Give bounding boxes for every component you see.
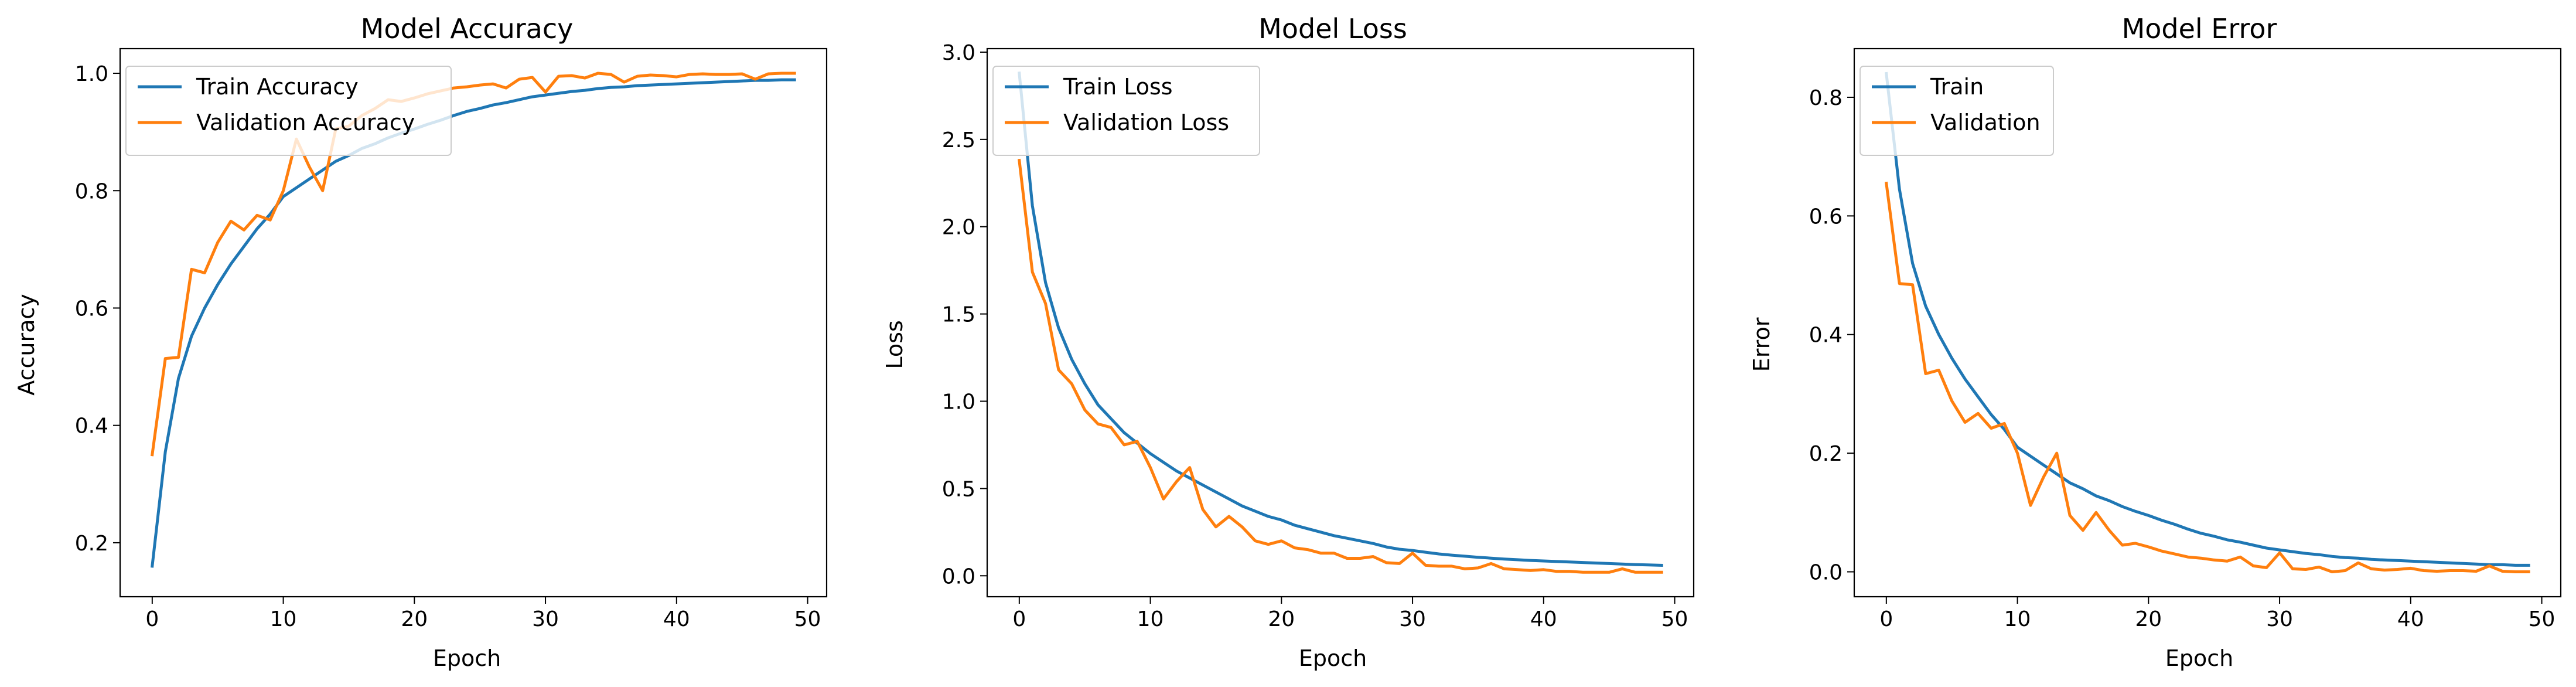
loss-y-tick-label: 3.0 xyxy=(942,41,975,65)
accuracy-legend-label-1: Validation Accuracy xyxy=(196,110,415,135)
loss-panel: Model Loss Epoch Loss 0 10 20 30 40 50 0.0 0.5 1… xyxy=(882,13,1695,671)
loss-y-tick-label: 0.0 xyxy=(942,564,975,589)
accuracy-y-axis-label: Accuracy xyxy=(13,294,39,396)
loss-y-axis-label: Loss xyxy=(882,320,907,369)
error-legend: Train Validation xyxy=(1860,66,2054,156)
loss-axes-frame xyxy=(986,47,1695,598)
loss-y-tick-label: 1.5 xyxy=(942,303,975,327)
accuracy-x-tick-label: 40 xyxy=(663,607,690,631)
accuracy-panel: Model Accuracy Epoch Accuracy 0 10 20 30 40 5… xyxy=(13,13,828,671)
error-y-axis-label: Error xyxy=(1749,317,1775,372)
accuracy-series-line-0 xyxy=(151,78,796,568)
loss-legend-label-1: Validation Loss xyxy=(1063,110,1229,135)
loss-x-tick-label: 50 xyxy=(1661,607,1688,631)
loss-x-tick-label: 30 xyxy=(1399,607,1426,631)
loss-x-tick-label: 40 xyxy=(1530,607,1557,631)
loss-legend: Train Loss Validation Loss xyxy=(992,66,1260,156)
error-y-tick-label: 0.8 xyxy=(1809,86,1843,110)
loss-chart-title: Model Loss xyxy=(1258,13,1407,45)
accuracy-y-tick-label: 0.6 xyxy=(75,297,108,321)
error-x-tick-label: 50 xyxy=(2529,607,2555,631)
error-x-axis-label: Epoch xyxy=(2165,645,2233,671)
error-series-line-0 xyxy=(1885,72,2530,567)
accuracy-x-tick-label: 50 xyxy=(794,607,821,631)
accuracy-x-axis-label: Epoch xyxy=(433,645,501,671)
accuracy-y-tick-label: 0.4 xyxy=(75,414,108,438)
accuracy-legend-frame xyxy=(125,66,452,156)
accuracy-axes-frame xyxy=(119,47,828,598)
error-x-tick-label: 0 xyxy=(1879,607,1893,631)
error-legend-label-0: Train xyxy=(1930,74,1984,100)
error-series-line-1 xyxy=(1884,181,2530,573)
loss-series-line-1 xyxy=(1018,158,1663,574)
accuracy-x-tick-label: 10 xyxy=(270,607,297,631)
loss-y-tick-label: 2.5 xyxy=(942,128,975,152)
error-x-tick-label: 20 xyxy=(2135,607,2162,631)
error-legend-frame xyxy=(1860,66,2054,156)
error-chart-title: Model Error xyxy=(2122,13,2277,45)
error-y-tick-label: 0.4 xyxy=(1809,324,1843,348)
error-y-tick-label: 0.2 xyxy=(1809,442,1843,466)
accuracy-series-line-1 xyxy=(150,72,796,457)
loss-x-tick-label: 10 xyxy=(1137,607,1164,631)
accuracy-legend: Train Accuracy Validation Accuracy xyxy=(125,66,452,156)
error-x-tick-label: 40 xyxy=(2397,607,2424,631)
accuracy-y-tick-label: 1.0 xyxy=(75,62,108,86)
error-x-tick-label: 10 xyxy=(2004,607,2031,631)
loss-legend-frame xyxy=(992,66,1260,156)
loss-series-line-0 xyxy=(1018,71,1663,567)
loss-y-tick-label: 2.0 xyxy=(942,216,975,240)
accuracy-x-tick-label: 20 xyxy=(401,607,428,631)
accuracy-y-tick-label: 0.2 xyxy=(75,532,108,556)
loss-x-tick-label: 20 xyxy=(1268,607,1295,631)
loss-x-tick-label: 0 xyxy=(1012,607,1026,631)
accuracy-chart-title: Model Accuracy xyxy=(361,13,574,45)
error-axes-frame xyxy=(1853,47,2562,598)
error-panel: Model Error Epoch Error 0 10 20 30 40 50 0.0 0.… xyxy=(1749,13,2562,671)
loss-x-axis-label: Epoch xyxy=(1299,645,1367,671)
accuracy-x-tick-label: 0 xyxy=(145,607,159,631)
error-x-tick-label: 30 xyxy=(2266,607,2293,631)
accuracy-x-tick-label: 30 xyxy=(532,607,559,631)
error-y-tick-label: 0.6 xyxy=(1809,205,1843,229)
accuracy-y-tick-label: 0.8 xyxy=(75,179,108,203)
error-y-tick-label: 0.0 xyxy=(1809,561,1843,585)
accuracy-legend-label-0: Train Accuracy xyxy=(196,74,359,100)
loss-legend-label-0: Train Loss xyxy=(1063,74,1173,100)
error-legend-label-1: Validation xyxy=(1930,110,2041,135)
loss-y-tick-label: 1.0 xyxy=(942,390,975,414)
loss-y-tick-label: 0.5 xyxy=(942,477,975,501)
